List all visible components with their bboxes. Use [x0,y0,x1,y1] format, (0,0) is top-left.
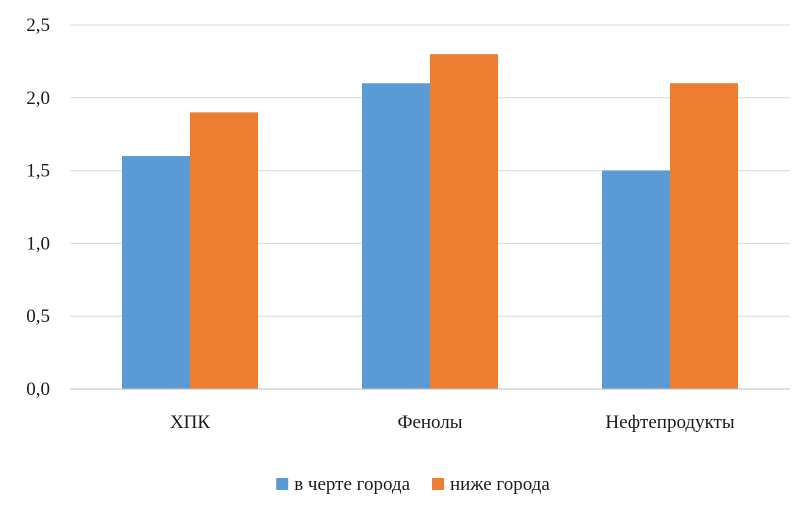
bar [362,83,430,390]
y-tick-label: 0,0 [26,379,50,400]
legend-label: в черте города [294,474,410,495]
category-labels: ХПК Фенолы Нефтепродукты [170,412,735,433]
legend: в черте города ниже города [276,474,550,495]
y-tick-label: 0,5 [26,306,50,327]
bar [430,54,498,390]
bar [602,170,670,389]
category-label: Фенолы [397,412,462,433]
y-tick-label: 2,0 [26,88,50,109]
bars [122,54,738,390]
bar [190,112,258,390]
y-tick-label: 1,5 [26,161,50,182]
y-tick-label: 2,5 [26,15,50,36]
category-label: Нефтепродукты [605,412,735,433]
category-label: ХПК [170,412,210,433]
bar [122,156,190,389]
bar [670,83,738,390]
y-tick-label: 1,0 [26,233,50,254]
y-axis-tick-labels: 0,0 0,5 1,0 1,5 2,0 2,5 [26,15,50,400]
legend-swatch [432,478,445,490]
legend-label: ниже города [450,474,550,495]
legend-swatch [276,478,289,490]
